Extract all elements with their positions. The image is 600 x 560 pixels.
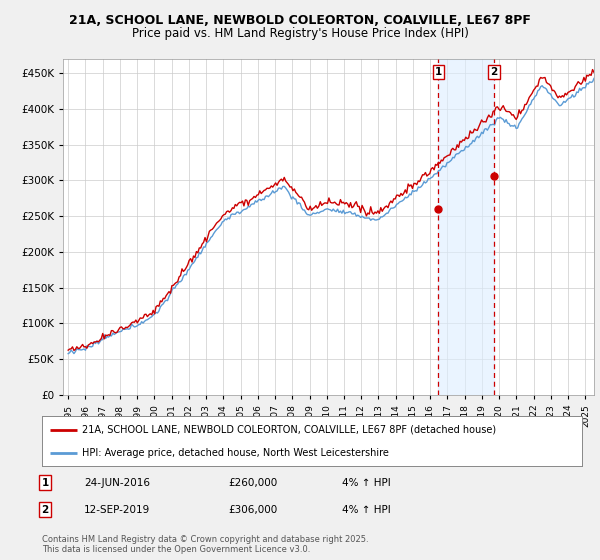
Text: 12-SEP-2019: 12-SEP-2019 — [84, 505, 150, 515]
Text: 2: 2 — [491, 67, 498, 77]
Text: 1: 1 — [41, 478, 49, 488]
Text: 4% ↑ HPI: 4% ↑ HPI — [342, 505, 391, 515]
Text: 1: 1 — [435, 67, 442, 77]
Text: 4% ↑ HPI: 4% ↑ HPI — [342, 478, 391, 488]
Text: Price paid vs. HM Land Registry's House Price Index (HPI): Price paid vs. HM Land Registry's House … — [131, 27, 469, 40]
Text: Contains HM Land Registry data © Crown copyright and database right 2025.
This d: Contains HM Land Registry data © Crown c… — [42, 535, 368, 554]
Text: HPI: Average price, detached house, North West Leicestershire: HPI: Average price, detached house, Nort… — [83, 449, 389, 458]
Text: 21A, SCHOOL LANE, NEWBOLD COLEORTON, COALVILLE, LE67 8PF: 21A, SCHOOL LANE, NEWBOLD COLEORTON, COA… — [69, 14, 531, 27]
Text: £260,000: £260,000 — [228, 478, 277, 488]
Bar — [439, 59, 494, 395]
Text: 21A, SCHOOL LANE, NEWBOLD COLEORTON, COALVILLE, LE67 8PF (detached house): 21A, SCHOOL LANE, NEWBOLD COLEORTON, COA… — [83, 424, 497, 435]
Text: 2: 2 — [41, 505, 49, 515]
Text: 24-JUN-2016: 24-JUN-2016 — [84, 478, 150, 488]
Text: £306,000: £306,000 — [228, 505, 277, 515]
